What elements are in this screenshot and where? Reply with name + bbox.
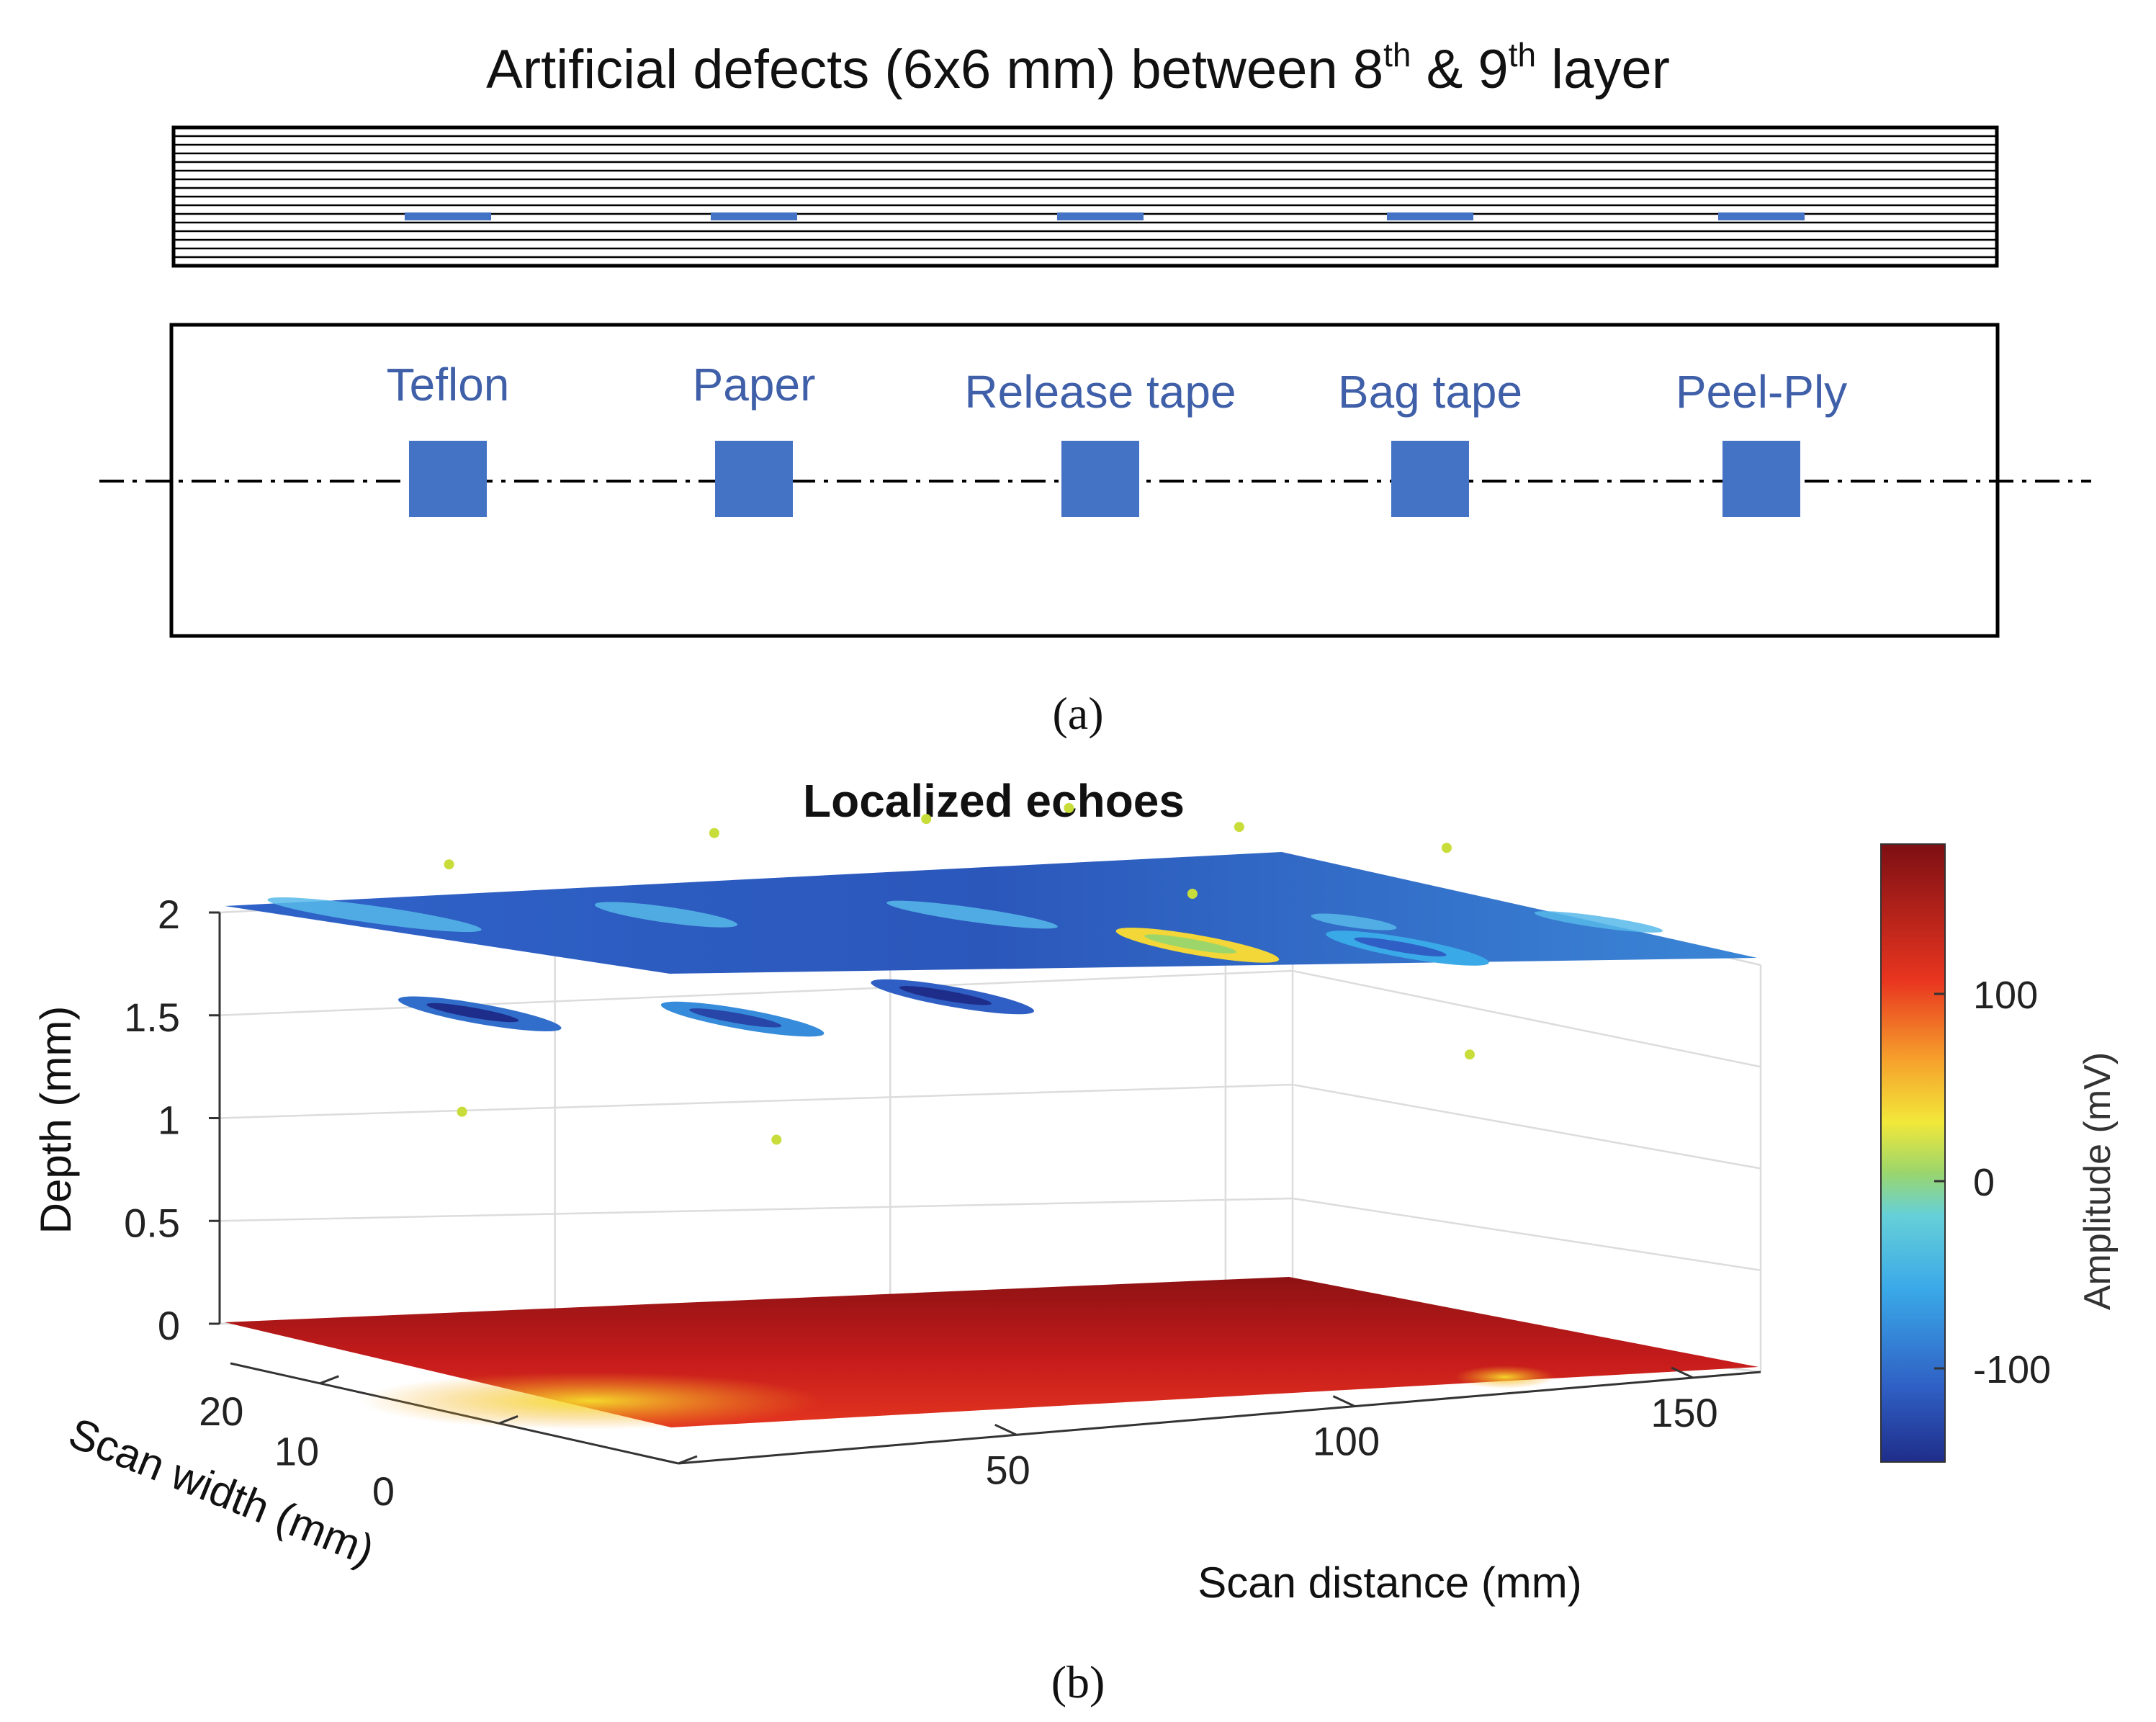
- defect-echo-cluster: [871, 979, 1034, 1015]
- plate-defects: Teflon Paper Release tape Bag tape Peel-Ply: [387, 359, 1847, 517]
- scan-width-tick-labels: 0 10 20: [199, 1375, 698, 1514]
- depth-tick-label: 0.5: [124, 1200, 180, 1245]
- laminate-defect-insert: [1387, 212, 1473, 220]
- panel-a: Artificial defects (6x6 mm) between 8th …: [99, 36, 2091, 739]
- defect-square: [715, 441, 793, 517]
- defect-square: [1061, 441, 1139, 517]
- streak: [1534, 911, 1663, 933]
- top-surface-streaks: [267, 897, 1663, 933]
- depth-gridline: [219, 1083, 1761, 1170]
- title-mid: & 9: [1411, 39, 1508, 100]
- scan-distance-tick-label: 100: [1313, 1419, 1380, 1464]
- defect-label: Peel-Ply: [1676, 366, 1847, 418]
- scan-width-tick-mark: [498, 1415, 518, 1425]
- defect-echo-core: [899, 986, 992, 1005]
- defect-label: Teflon: [387, 359, 510, 411]
- scan-width-tick-mark: [678, 1455, 698, 1465]
- panel-a-caption: (a): [1052, 688, 1103, 739]
- bottom-surface-edge-highlight: [360, 1372, 821, 1430]
- outlier-point: [709, 828, 719, 838]
- scan-width-tick-label: 0: [372, 1468, 395, 1514]
- colorbar-tick-label: -100: [1973, 1348, 2051, 1391]
- defect-echoes: [397, 928, 1489, 1037]
- scan-distance-tick-label: 150: [1650, 1390, 1717, 1435]
- colorbar-gradient: [1880, 843, 1946, 1463]
- title-prefix: Artificial defects (6x6 mm) between 8: [486, 39, 1383, 100]
- outlier-point: [1187, 889, 1198, 900]
- panel-a-title: Artificial defects (6x6 mm) between 8th …: [486, 36, 1670, 100]
- colorbar-tick-label: 0: [1973, 1161, 1995, 1204]
- depth-tick-label: 1.5: [124, 995, 180, 1040]
- laminate-defect-insert: [711, 212, 797, 220]
- defect-echo-cluster: [397, 996, 562, 1032]
- scan-distance-tick-mark: [1332, 1395, 1356, 1407]
- depth-axis-label: Depth (mm): [32, 1006, 80, 1234]
- defect-square: [1391, 441, 1469, 517]
- scan-distance-axis-label: Scan distance (mm): [1198, 1559, 1582, 1607]
- top-surface-echoes: [225, 852, 1757, 974]
- panel-b: Localized echoes: [32, 775, 2119, 1708]
- defect-label: Bag tape: [1338, 366, 1522, 418]
- defect-square: [1722, 441, 1800, 517]
- scan-width-tick-label: 10: [274, 1428, 319, 1474]
- outlier-point: [457, 1106, 467, 1117]
- laminate-defect-insert: [1718, 212, 1805, 220]
- laminate-cross-section: [171, 125, 1999, 268]
- colorbar: -100 0 100 Amplitude (mV): [1880, 843, 2119, 1463]
- defect-echo-core: [426, 1003, 519, 1023]
- defect-echo-core: [1144, 934, 1237, 954]
- streak: [594, 902, 738, 928]
- outlier-point: [1441, 843, 1452, 853]
- outlier-point: [1234, 822, 1244, 833]
- laminate-defect-insert: [1057, 212, 1144, 220]
- outlier-point: [444, 859, 454, 870]
- depth-tick-label: 1: [158, 1098, 180, 1143]
- outlier-point: [1064, 802, 1074, 813]
- chart-title: Localized echoes: [803, 775, 1185, 827]
- outlier-point: [921, 814, 932, 825]
- title-sup-1: th: [1383, 36, 1411, 73]
- laminate-defect-inserts: [405, 212, 1805, 220]
- scan-width-tick-mark: [319, 1375, 339, 1385]
- depth-tick-label: 2: [158, 892, 180, 937]
- outlier-point: [771, 1134, 782, 1145]
- outlier-points: [444, 802, 1475, 1145]
- scan-distance-tick-label: 50: [986, 1447, 1030, 1492]
- laminate-layers: [174, 135, 1997, 259]
- colorbar-ticks: -100 0 100: [1934, 974, 2051, 1391]
- depth-tick-label: 0: [158, 1303, 180, 1348]
- depth-gridline: [219, 969, 1761, 1068]
- defect-label: Release tape: [964, 366, 1236, 418]
- streak: [1311, 913, 1397, 930]
- scan-distance-tick-mark: [994, 1423, 1018, 1436]
- streak: [886, 900, 1058, 929]
- depth-gridline: [219, 1197, 1761, 1271]
- defect-label: Paper: [693, 359, 816, 411]
- bottom-surface-echoes: [225, 1277, 1759, 1430]
- bottom-surface-edge-highlight-right: [1455, 1366, 1555, 1389]
- defect-echo-cluster: [1115, 928, 1280, 963]
- defect-square: [409, 441, 487, 517]
- colorbar-tick-label: 100: [1973, 974, 2038, 1017]
- defect-echo-cluster: [660, 1001, 825, 1037]
- scan-distance-tick-mark: [1671, 1366, 1694, 1379]
- scan-width-tick-label: 20: [199, 1389, 243, 1434]
- laminate-defect-insert: [405, 212, 491, 220]
- scan-distance-axis-line: [678, 1371, 1761, 1465]
- colorbar-label: Amplitude (mV): [2077, 1052, 2119, 1310]
- streak: [267, 897, 482, 933]
- title-sup-2: th: [1509, 36, 1536, 73]
- defect-echo-core: [1354, 937, 1447, 957]
- panel-b-caption: (b): [1051, 1656, 1105, 1708]
- depth-tick-labels: 0 0.5 1 1.5 2: [124, 892, 220, 1348]
- scan-distance-tick-labels: 50 100 150: [986, 1366, 1718, 1492]
- title-suffix: layer: [1536, 39, 1670, 100]
- defect-echo-cluster: [1326, 930, 1489, 966]
- defect-echo-core: [689, 1008, 782, 1028]
- outlier-point: [1464, 1049, 1475, 1060]
- plate-top-view: Teflon Paper Release tape Bag tape Peel-Ply: [99, 323, 2091, 638]
